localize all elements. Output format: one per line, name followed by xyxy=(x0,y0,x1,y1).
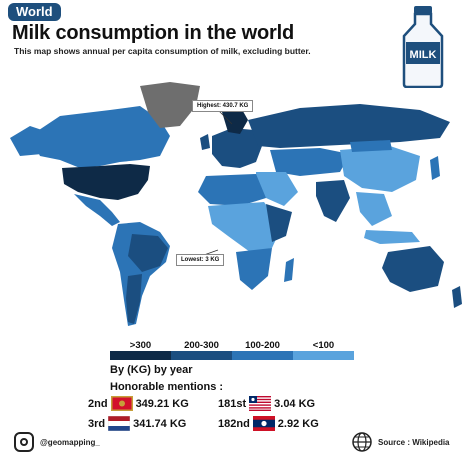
world-map xyxy=(10,82,462,326)
laos-flag-icon xyxy=(252,416,275,431)
mention-value: 341.74 KG xyxy=(133,417,187,430)
region-southern-africa xyxy=(236,248,272,290)
region-india xyxy=(316,180,350,222)
legend: >300 200-300 100-200 <100 xyxy=(110,340,354,360)
mention-182nd: 182nd 2.92 KG xyxy=(218,416,319,431)
region-argentina xyxy=(126,274,142,324)
region-uk xyxy=(200,134,210,150)
globe-icon xyxy=(352,432,372,452)
highest-label: Highest: 430.7 KG xyxy=(197,103,249,109)
region-usa xyxy=(62,164,150,200)
social-handle[interactable]: @geomapping_ xyxy=(14,432,100,452)
mention-3rd: 3rd 341.74 KG xyxy=(88,416,186,431)
lowest-label: Lowest: 3 KG xyxy=(181,257,220,263)
source-label: Source : Wikipedia xyxy=(378,437,450,447)
region-mongolia xyxy=(350,140,392,152)
mention-rank: 181st xyxy=(218,397,247,410)
region-australia xyxy=(382,246,444,292)
mention-2nd: 2nd 349.21 KG xyxy=(88,396,189,411)
region-central-africa xyxy=(208,202,282,252)
region-europe xyxy=(212,128,262,168)
region-canada xyxy=(30,106,170,168)
mention-value: 3.04 KG xyxy=(274,397,316,410)
legend-labels: >300 200-300 100-200 <100 xyxy=(110,340,354,351)
legend-label: 100-200 xyxy=(245,340,280,351)
mention-rank: 2nd xyxy=(88,397,108,410)
instagram-icon xyxy=(14,432,34,452)
region-mexico xyxy=(74,194,120,226)
legend-swatch-very-high xyxy=(110,351,171,360)
mention-value: 349.21 KG xyxy=(135,397,189,410)
netherlands-flag-icon xyxy=(108,416,131,431)
legend-swatch-high xyxy=(171,351,232,360)
legend-color-bar xyxy=(110,351,354,360)
region-badge: World xyxy=(8,3,61,21)
region-greenland xyxy=(140,82,200,128)
region-new-zealand xyxy=(452,286,462,308)
mention-rank: 3rd xyxy=(88,417,106,430)
callout-highest: Highest: 430.7 KG xyxy=(192,100,254,112)
region-east-africa xyxy=(266,204,292,242)
legend-label: 200-300 xyxy=(184,340,219,351)
region-central-asia xyxy=(270,148,350,176)
region-north-africa xyxy=(198,174,266,206)
region-brazil xyxy=(128,234,168,272)
page-subtitle: This map shows annual per capita consump… xyxy=(14,46,311,56)
legend-label: >300 xyxy=(129,340,152,351)
region-japan xyxy=(430,156,440,180)
source-credit: Source : Wikipedia xyxy=(352,432,450,452)
region-alaska xyxy=(10,126,48,156)
region-madagascar xyxy=(284,258,294,282)
region-southeast-asia xyxy=(356,192,392,226)
legend-swatch-medium xyxy=(232,351,293,360)
page-title: Milk consumption in the world xyxy=(12,22,294,44)
liberia-flag-icon xyxy=(249,396,272,411)
social-handle-label: @geomapping_ xyxy=(40,437,100,447)
region-scandinavia xyxy=(222,106,248,134)
region-indonesia xyxy=(364,230,420,244)
mention-rank: 182nd xyxy=(218,417,250,430)
honorable-mentions-heading: Honorable mentions : xyxy=(110,381,224,393)
region-russia xyxy=(248,104,450,148)
region-middle-east xyxy=(256,172,298,206)
region-china xyxy=(340,146,420,192)
mention-181st: 181st 3.04 KG xyxy=(218,396,315,411)
montenegro-flag-icon xyxy=(110,396,133,411)
milk-bottle-icon: MILK xyxy=(402,6,444,88)
legend-label: <100 xyxy=(312,340,335,351)
legend-swatch-low xyxy=(293,351,354,360)
callout-lowest: Lowest: 3 KG xyxy=(176,254,225,266)
legend-caption: By (KG) by year xyxy=(110,364,193,376)
milk-label: MILK xyxy=(410,49,437,61)
mention-value: 2.92 KG xyxy=(277,417,319,430)
